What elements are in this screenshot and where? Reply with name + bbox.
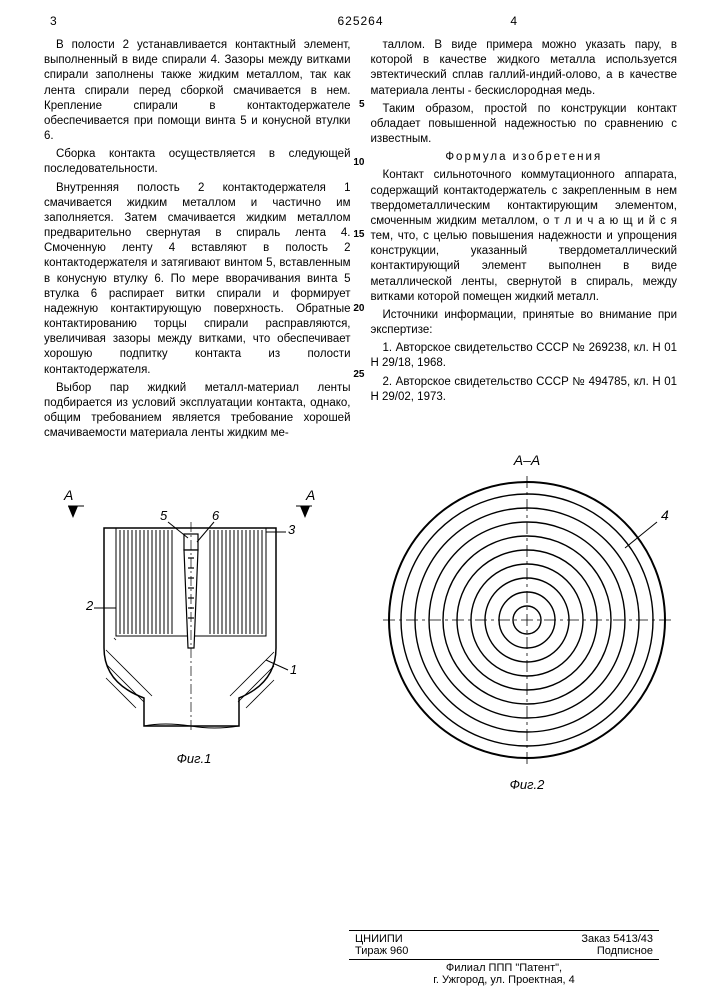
line-marker: 10	[353, 156, 364, 169]
figure-1-label: Фиг.1	[44, 751, 344, 766]
imprint-address: г. Ужгород, ул. Проектная, 4	[349, 974, 659, 986]
svg-text:2: 2	[85, 598, 94, 613]
body-paragraph: В полости 2 устанавливается контактный э…	[44, 38, 351, 144]
figure-2: A–A 4 Фиг.2	[377, 452, 677, 792]
figures-row: A A	[44, 452, 677, 792]
page-number-left: 3	[50, 14, 57, 28]
figure-2-label: Фиг.2	[377, 777, 677, 792]
svg-text:4: 4	[661, 507, 669, 523]
imprint-org: ЦНИИПИ	[355, 933, 403, 945]
imprint-footer: ЦНИИПИ Заказ 5413/43 Тираж 960 Подписное…	[349, 928, 659, 986]
figure-1-svg: A A	[44, 478, 344, 748]
imprint-tirage: Тираж 960	[355, 945, 408, 957]
line-marker: 5	[359, 98, 365, 111]
section-arrow-down-icon	[300, 506, 310, 518]
references-heading: Источники информации, принятые во вниман…	[371, 308, 678, 338]
figure-2-svg: 4	[377, 470, 677, 770]
reference-item: 2. Авторское свидетельство СССР № 494785…	[371, 375, 678, 405]
body-paragraph: таллом. В виде примера можно указать пар…	[371, 38, 678, 99]
figure-1: A A	[44, 478, 344, 766]
svg-text:1: 1	[290, 662, 297, 677]
svg-text:3: 3	[288, 522, 296, 537]
body-paragraph: Выбор пар жидкий металл-материал ленты п…	[44, 381, 351, 442]
svg-text:5: 5	[160, 508, 168, 523]
line-marker: 25	[353, 368, 364, 381]
imprint-branch: Филиал ППП "Патент",	[349, 962, 659, 974]
page-header: 3 625264 4	[44, 14, 677, 30]
section-arrow-down-icon	[68, 506, 78, 518]
body-paragraph: Сборка контакта осуществляется в следующ…	[44, 147, 351, 177]
section-title: A–A	[377, 452, 677, 468]
imprint-order: Заказ 5413/43	[581, 933, 653, 945]
claim-paragraph: Контакт сильноточного коммутационного ап…	[371, 168, 678, 305]
claims-heading: Формула изобретения	[371, 150, 678, 165]
body-paragraph: Внутренняя полость 2 контактодержателя 1…	[44, 181, 351, 378]
reference-item: 1. Авторское свидетельство СССР № 269238…	[371, 341, 678, 371]
section-label-right: A	[305, 487, 315, 503]
document-number: 625264	[337, 14, 383, 28]
page: 3 625264 4 5 10 15 20 25 В полости 2 уст…	[0, 0, 707, 1000]
page-number-right: 4	[510, 14, 517, 28]
left-column: 5 10 15 20 25 В полости 2 устанавливаетс…	[44, 38, 351, 444]
body-paragraph: Таким образом, простой по конструкции ко…	[371, 102, 678, 148]
right-column: таллом. В виде примера можно указать пар…	[371, 38, 678, 444]
callout-4: 4	[625, 507, 669, 548]
text-columns: 5 10 15 20 25 В полости 2 устанавливаетс…	[44, 38, 677, 444]
line-marker: 20	[353, 302, 364, 315]
imprint-subscription: Подписное	[597, 945, 653, 957]
svg-text:6: 6	[212, 508, 220, 523]
section-label-left: A	[63, 487, 73, 503]
line-marker: 15	[353, 228, 364, 241]
